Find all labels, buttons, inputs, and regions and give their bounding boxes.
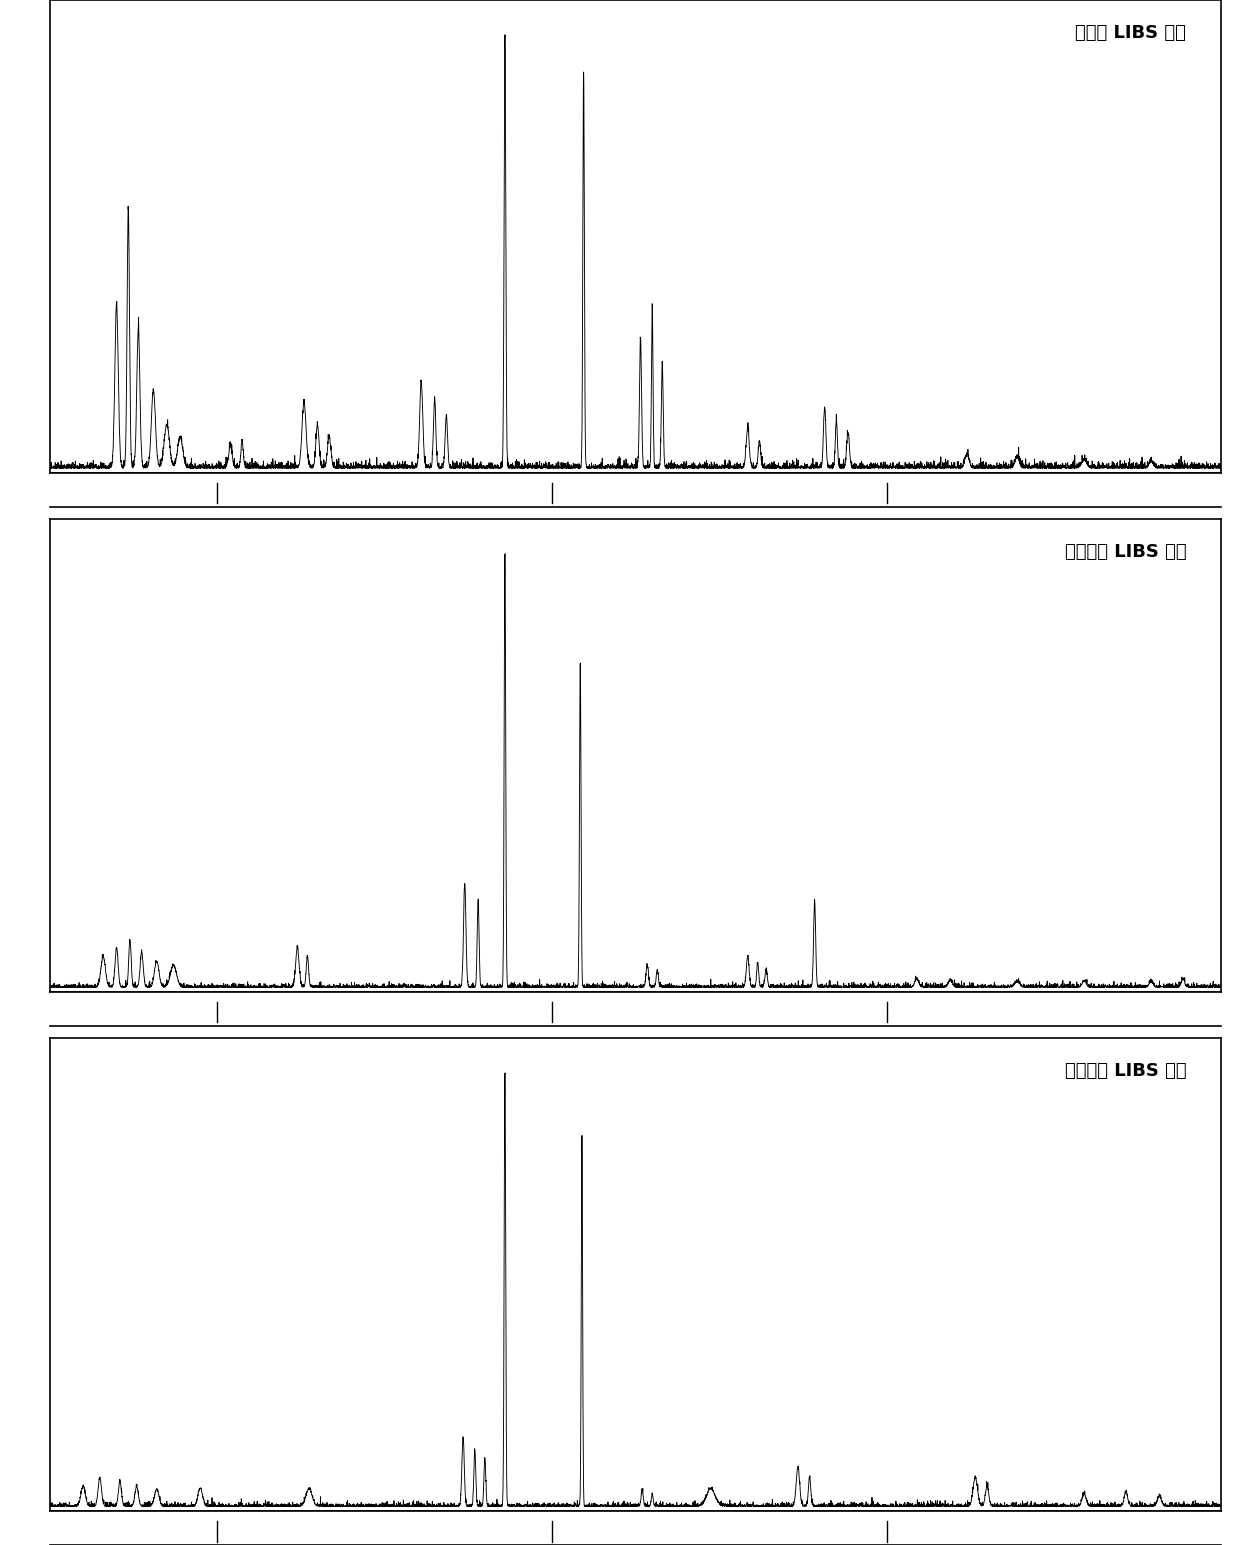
Text: 地层岩性 LIBS 信息: 地层岩性 LIBS 信息 <box>1065 542 1187 561</box>
Text: 地层流体 LIBS 信息: 地层流体 LIBS 信息 <box>1065 1061 1187 1080</box>
Text: 钒井液 LIBS 信息: 钒井液 LIBS 信息 <box>1075 23 1187 42</box>
Text: Wavelength nm: Wavelength nm <box>598 527 673 538</box>
Text: Wavelength nm: Wavelength nm <box>598 1046 673 1057</box>
